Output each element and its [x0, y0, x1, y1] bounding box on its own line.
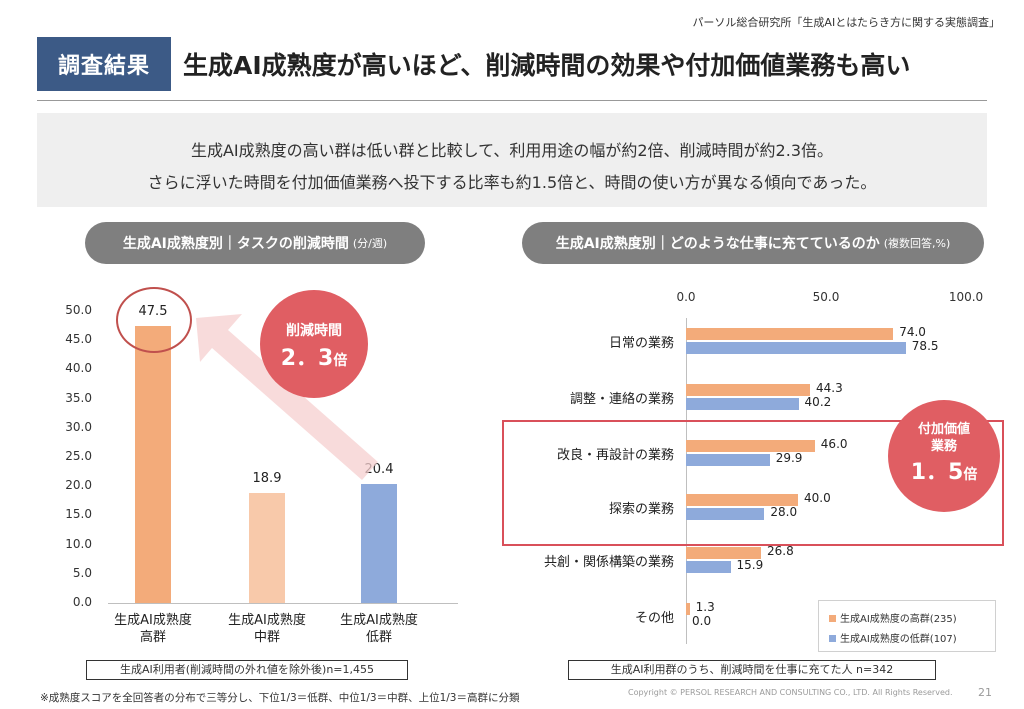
category-label: 生成AI成熟度 高群: [114, 613, 192, 645]
right-chart-title-text: 生成AI成熟度別｜どのような仕事に充てているのか: [555, 236, 880, 252]
badge-value: 2．3: [280, 346, 334, 371]
data-label: 18.9: [252, 470, 282, 486]
bar: [249, 492, 285, 603]
y-axis-line: [686, 318, 687, 644]
badge-label-2: 業務: [930, 439, 957, 454]
source-text: パーソル総合研究所「生成AIとはたらき方に関する実態調査」: [692, 16, 1000, 29]
data-label: 0.0: [692, 614, 712, 628]
bar: [686, 440, 815, 452]
data-label: 78.5: [911, 339, 939, 353]
category-label: その他: [634, 611, 674, 626]
right-chart-unit: (複数回答,%): [883, 237, 951, 250]
bar: [135, 325, 171, 603]
left-sample-note: 生成AI利用者(削減時間の外れ値を除外後)n=1,455: [86, 660, 408, 680]
bar: [686, 454, 770, 466]
copyright: Copyright © PERSOL RESEARCH AND CONSULTI…: [628, 688, 953, 697]
data-label: 28.0: [770, 505, 798, 519]
data-label: 40.2: [804, 395, 832, 409]
highlight-frame: [502, 420, 1004, 546]
badge-value-row: 1．5倍: [888, 454, 1000, 486]
bar: [361, 483, 397, 603]
legend-label-high: 生成AI成熟度の高群(235): [840, 614, 957, 625]
category-label: 共創・関係構築の業務: [543, 555, 674, 570]
y-tick-label: 35.0: [65, 390, 92, 405]
badge-suffix: 倍: [333, 353, 348, 369]
badge-label-1: 付加価値: [917, 422, 970, 437]
page-title: 生成AI成熟度が高いほど、削減時間の効果や付加価値業務も高い: [183, 51, 911, 80]
bar: [686, 384, 811, 396]
data-label: 40.0: [804, 491, 831, 505]
page-number: 21: [978, 686, 992, 699]
data-label: 74.0: [899, 325, 926, 339]
bar: [686, 328, 894, 340]
badge-suffix: 倍: [963, 467, 978, 483]
data-label: 44.3: [816, 381, 843, 395]
data-label: 46.0: [820, 437, 848, 451]
bar: [686, 342, 906, 354]
category-label: 改良・再設計の業務: [556, 448, 674, 463]
section-tag: 調査結果: [37, 37, 171, 91]
y-tick-label: 40.0: [65, 361, 92, 376]
category-label: 探索の業務: [608, 502, 674, 517]
data-label: 26.8: [767, 544, 794, 558]
x-tick-label: 100.0: [948, 290, 984, 304]
data-label: 29.9: [775, 451, 803, 465]
right-sample-note: 生成AI利用群のうち、削減時間を仕事に充てた人 n=342: [568, 660, 936, 680]
y-tick-label: 5.0: [72, 565, 92, 580]
value-added-ratio-badge: 付加価値 業務 1．5倍: [888, 400, 1000, 512]
badge-value-row: 2．3倍: [260, 340, 368, 372]
y-tick-label: 50.0: [65, 303, 92, 317]
left-chart-title-text: 生成AI成熟度別｜タスクの削減時間: [122, 236, 349, 252]
bar: [686, 494, 798, 506]
footnote: ※成熟度スコアを全回答者の分布で三等分し、下位1/3＝低群、中位1/3＝中群、上…: [40, 692, 520, 704]
title-divider: [37, 100, 987, 101]
summary-line-1: 生成AI成熟度の高い群は低い群と比較して、利用用途の幅が約2倍、削減時間が約2.…: [190, 141, 833, 160]
category-label: 生成AI成熟度 中群: [228, 613, 306, 645]
legend-item-high: 生成AI成熟度の高群(235): [829, 610, 957, 625]
increase-arrow: [196, 314, 378, 480]
x-axis-line: [108, 603, 458, 604]
y-tick-label: 15.0: [65, 507, 92, 522]
left-chart-unit: (分/週): [352, 237, 388, 250]
legend-item-low: 生成AI成熟度の低群(107): [829, 630, 957, 645]
chart-legend: 生成AI成熟度の高群(235) 生成AI成熟度の低群(107): [818, 600, 996, 652]
reduction-ratio-badge: 削減時間 2．3倍: [260, 290, 368, 398]
bar: [686, 508, 765, 520]
y-tick-label: 45.0: [65, 332, 92, 347]
left-chart-title: 生成AI成熟度別｜タスクの削減時間 (分/週): [85, 222, 425, 264]
legend-swatch-low: [829, 635, 836, 642]
bar: [686, 398, 799, 410]
badge-value: 1．5: [910, 460, 964, 485]
highlight-ring: [116, 287, 192, 353]
y-tick-label: 0.0: [72, 595, 92, 609]
y-tick-label: 30.0: [65, 419, 92, 434]
category-label: 調整・連絡の業務: [569, 392, 674, 407]
summary-line-2: さらに浮いた時間を付加価値業務へ投下する比率も約1.5倍と、時間の使い方が異なる…: [147, 173, 877, 192]
category-label: 生成AI成熟度 低群: [340, 613, 418, 645]
x-tick-label: 50.0: [812, 290, 840, 304]
right-chart-title: 生成AI成熟度別｜どのような仕事に充てているのか (複数回答,%): [522, 222, 984, 264]
x-tick-label: 0.0: [676, 290, 696, 304]
bar: [686, 603, 690, 615]
badge-label: 削減時間: [286, 323, 342, 339]
legend-swatch-high: [829, 615, 836, 622]
y-tick-label: 10.0: [65, 536, 92, 551]
bar: [686, 547, 762, 559]
legend-label-low: 生成AI成熟度の低群(107): [840, 634, 957, 645]
category-label: 日常の業務: [608, 336, 674, 351]
bar: [686, 561, 731, 573]
y-tick-label: 25.0: [65, 449, 92, 463]
y-tick-label: 20.0: [65, 478, 92, 493]
summary-box: 生成AI成熟度の高い群は低い群と比較して、利用用途の幅が約2倍、削減時間が約2.…: [37, 113, 987, 207]
data-label: 15.9: [736, 558, 764, 572]
data-label: 1.3: [695, 600, 715, 614]
